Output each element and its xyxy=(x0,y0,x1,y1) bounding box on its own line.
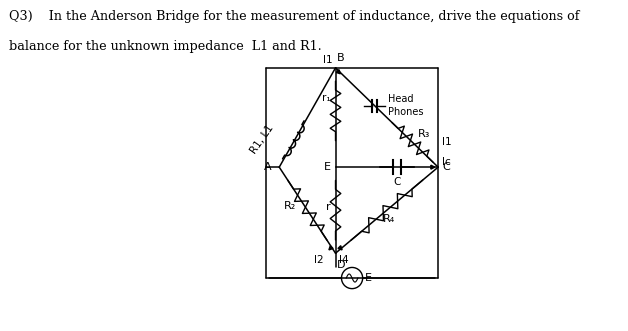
Text: I4: I4 xyxy=(340,255,349,265)
Text: R1, L1: R1, L1 xyxy=(249,123,276,155)
Text: A: A xyxy=(264,162,272,172)
Text: D: D xyxy=(337,260,345,270)
Text: R₃: R₃ xyxy=(418,129,430,139)
Text: E: E xyxy=(323,162,330,172)
Text: E: E xyxy=(365,273,372,283)
Text: Phones: Phones xyxy=(387,107,423,117)
Text: C: C xyxy=(442,162,450,172)
Text: r: r xyxy=(326,202,330,212)
Text: I1: I1 xyxy=(323,55,333,65)
Text: R₄: R₄ xyxy=(383,214,396,224)
Text: I2: I2 xyxy=(314,255,324,265)
Text: balance for the unknown impedance  L1 and R1.: balance for the unknown impedance L1 and… xyxy=(9,40,322,53)
Text: R₂: R₂ xyxy=(284,201,296,211)
Text: I1: I1 xyxy=(442,137,452,147)
Polygon shape xyxy=(329,246,333,250)
Text: B: B xyxy=(337,53,345,63)
Text: r₁: r₁ xyxy=(322,93,330,103)
Text: Ic: Ic xyxy=(442,157,451,167)
Text: C: C xyxy=(393,177,401,187)
Polygon shape xyxy=(338,246,342,250)
Text: Q3)    In the Anderson Bridge for the measurement of inductance, drive the equat: Q3) In the Anderson Bridge for the measu… xyxy=(9,10,580,23)
Text: Head: Head xyxy=(387,94,413,104)
Polygon shape xyxy=(336,70,340,74)
Polygon shape xyxy=(431,165,435,169)
